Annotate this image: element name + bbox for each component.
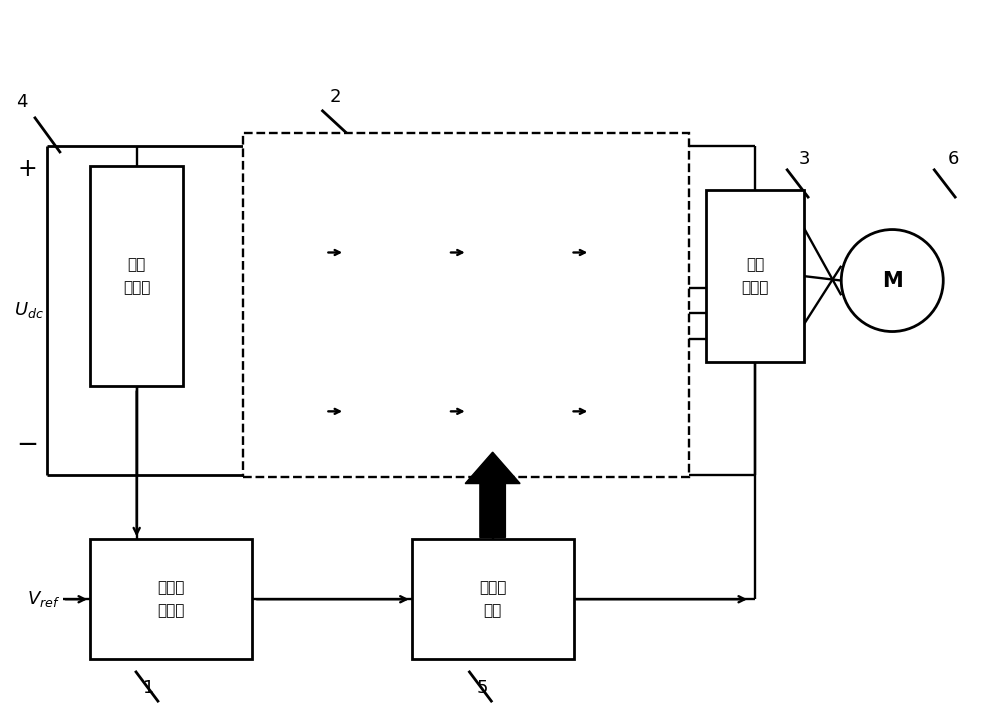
Text: 2: 2 (330, 88, 341, 106)
Text: 充放电
控制器: 充放电 控制器 (157, 581, 185, 618)
Bar (243, 133, 689, 477)
Bar (90, 166, 183, 386)
Bar (412, 539, 574, 659)
Text: $V_{ref}$: $V_{ref}$ (27, 589, 61, 609)
Text: 5: 5 (477, 680, 488, 698)
Text: 电流调
节器: 电流调 节器 (479, 581, 506, 618)
Text: $U_{dc}$: $U_{dc}$ (14, 300, 44, 320)
Text: 4: 4 (16, 93, 27, 111)
Text: M: M (882, 270, 903, 290)
Bar (706, 190, 804, 362)
Text: 6: 6 (947, 150, 959, 168)
Text: 3: 3 (798, 150, 810, 168)
Text: −: − (16, 432, 38, 458)
Text: +: + (17, 157, 37, 181)
Text: 电压
传感器: 电压 传感器 (123, 257, 150, 295)
Bar (90, 539, 252, 659)
Polygon shape (465, 452, 520, 538)
Text: 电流
传感器: 电流 传感器 (741, 257, 769, 295)
Text: 1: 1 (143, 680, 155, 698)
